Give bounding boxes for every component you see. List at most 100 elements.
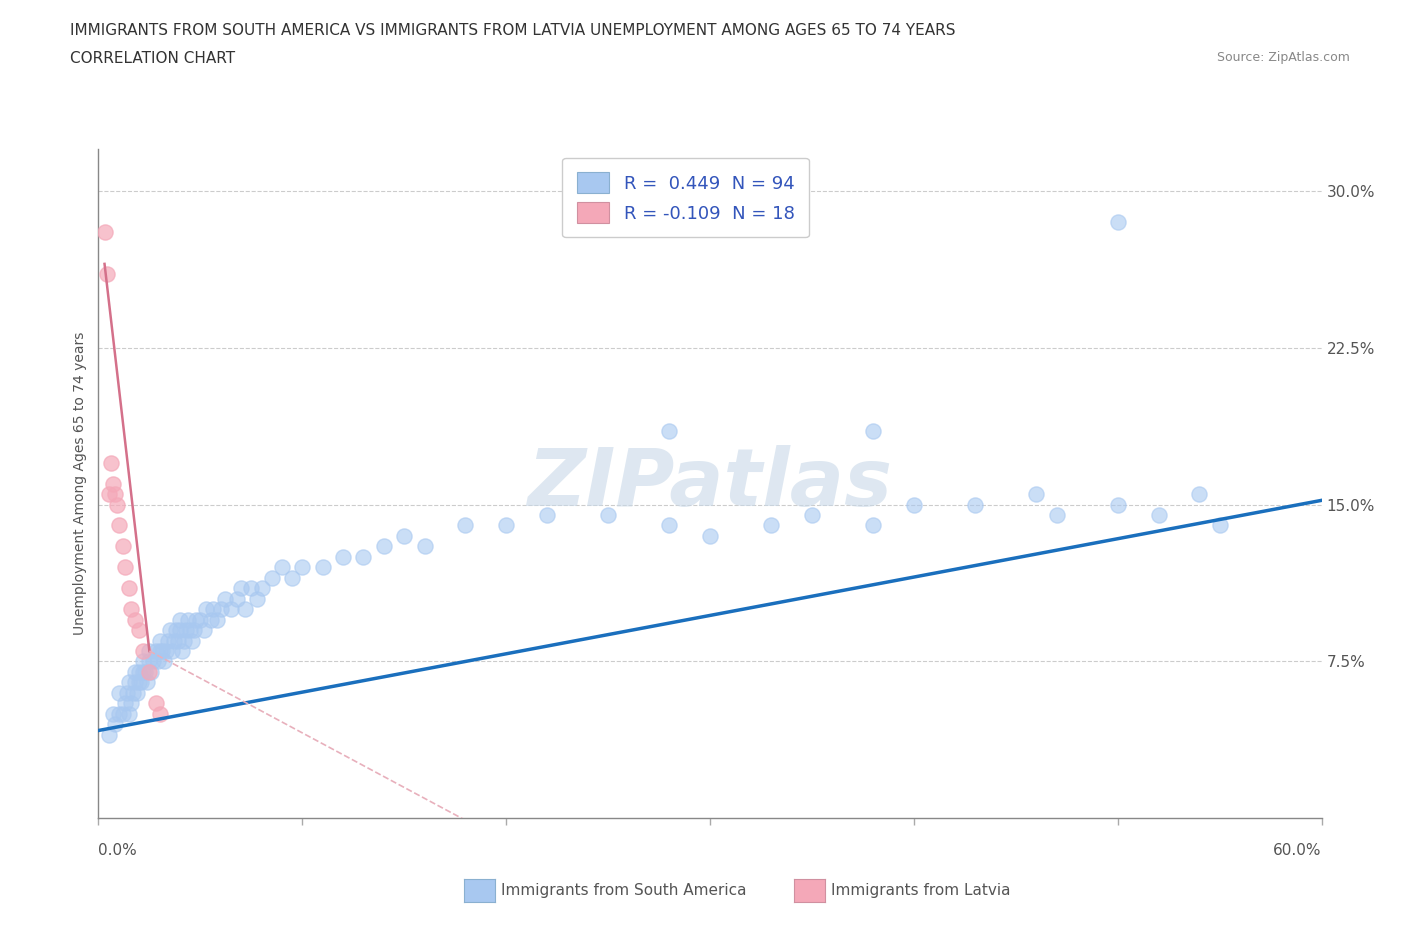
Point <box>149 644 172 658</box>
Point <box>965 498 987 512</box>
Point <box>150 644 173 658</box>
Text: IMMIGRANTS FROM SOUTH AMERICA VS IMMIGRANTS FROM LATVIA UNEMPLOYMENT AMONG AGES : IMMIGRANTS FROM SOUTH AMERICA VS IMMIGRA… <box>70 23 956 38</box>
Point <box>205 612 228 627</box>
Point <box>97 486 120 501</box>
Point <box>128 665 150 680</box>
Point <box>862 424 884 439</box>
Point <box>281 570 304 585</box>
Point <box>209 602 232 617</box>
Point <box>1188 486 1211 501</box>
Point <box>105 498 128 512</box>
Point <box>108 685 131 700</box>
Point <box>97 727 120 742</box>
Point <box>1107 215 1129 230</box>
Text: Source: ZipAtlas.com: Source: ZipAtlas.com <box>1216 51 1350 64</box>
Point <box>149 707 172 722</box>
Point <box>104 486 127 501</box>
Point <box>193 623 215 638</box>
Point <box>186 612 208 627</box>
Point <box>312 560 335 575</box>
Text: CORRELATION CHART: CORRELATION CHART <box>70 51 235 66</box>
Point <box>1025 486 1047 501</box>
Point <box>146 654 169 669</box>
Point <box>658 424 681 439</box>
Point <box>413 539 436 554</box>
Point <box>118 675 141 690</box>
Point <box>454 518 477 533</box>
Point <box>179 623 201 638</box>
Point <box>862 518 884 533</box>
Point <box>93 225 115 240</box>
Point <box>127 685 149 700</box>
Point <box>260 570 283 585</box>
Point <box>174 623 197 638</box>
Point <box>246 591 269 606</box>
Point <box>1147 508 1170 523</box>
Point <box>226 591 249 606</box>
Point <box>1045 508 1069 523</box>
Point <box>214 591 236 606</box>
Point <box>801 508 824 523</box>
Point <box>118 707 141 722</box>
Point <box>200 612 222 627</box>
Point <box>1209 518 1232 533</box>
Point <box>181 633 204 648</box>
Point <box>233 602 256 617</box>
Point <box>132 644 155 658</box>
Point <box>142 654 165 669</box>
Point <box>111 539 134 554</box>
Point <box>291 560 314 575</box>
Legend: R =  0.449  N = 94, R = -0.109  N = 18: R = 0.449 N = 94, R = -0.109 N = 18 <box>562 158 808 237</box>
Point <box>108 518 131 533</box>
Point <box>167 633 190 648</box>
Point <box>173 633 195 648</box>
Point <box>761 518 783 533</box>
Point <box>201 602 224 617</box>
Point <box>240 580 263 596</box>
Point <box>100 456 122 471</box>
Point <box>536 508 558 523</box>
Point <box>598 508 620 523</box>
Point <box>108 707 131 722</box>
Point <box>169 612 191 627</box>
Point <box>699 528 721 543</box>
Point <box>177 612 200 627</box>
Point <box>188 612 212 627</box>
Point <box>145 644 167 658</box>
Point <box>122 685 145 700</box>
Text: 60.0%: 60.0% <box>1274 844 1322 858</box>
Point <box>155 644 177 658</box>
Point <box>373 539 395 554</box>
Point <box>352 550 374 565</box>
Text: Immigrants from South America: Immigrants from South America <box>501 884 747 898</box>
Point <box>141 665 163 680</box>
Point <box>165 623 187 638</box>
Point <box>124 612 146 627</box>
Point <box>183 623 205 638</box>
Point <box>120 602 142 617</box>
Point <box>128 675 150 690</box>
Point <box>658 518 681 533</box>
Point <box>124 665 146 680</box>
Point <box>101 707 124 722</box>
Point <box>134 665 156 680</box>
Text: ZIPatlas: ZIPatlas <box>527 445 893 523</box>
Point <box>169 623 191 638</box>
Point <box>903 498 925 512</box>
Point <box>250 580 273 596</box>
Text: 0.0%: 0.0% <box>98 844 138 858</box>
Point <box>195 602 218 617</box>
Y-axis label: Unemployment Among Ages 65 to 74 years: Unemployment Among Ages 65 to 74 years <box>73 332 87 635</box>
Point <box>231 580 253 596</box>
Point <box>495 518 517 533</box>
Point <box>163 633 186 648</box>
Point <box>138 644 160 658</box>
Point <box>129 675 152 690</box>
Point <box>156 633 179 648</box>
Point <box>392 528 416 543</box>
Point <box>332 550 354 565</box>
Point <box>101 476 124 491</box>
Point <box>138 654 160 669</box>
Text: Immigrants from Latvia: Immigrants from Latvia <box>831 884 1011 898</box>
Point <box>96 267 118 282</box>
